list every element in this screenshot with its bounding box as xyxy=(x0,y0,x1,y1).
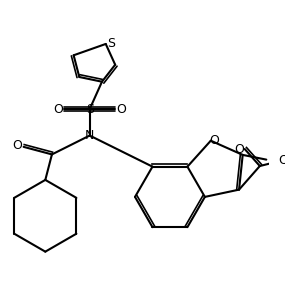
Text: S: S xyxy=(107,36,115,49)
Text: O: O xyxy=(234,142,244,155)
Text: O: O xyxy=(12,139,22,152)
Text: O: O xyxy=(278,154,285,167)
Text: S: S xyxy=(86,103,94,116)
Text: O: O xyxy=(54,103,64,116)
Text: N: N xyxy=(85,129,94,142)
Text: O: O xyxy=(116,103,126,116)
Text: O: O xyxy=(210,134,219,147)
